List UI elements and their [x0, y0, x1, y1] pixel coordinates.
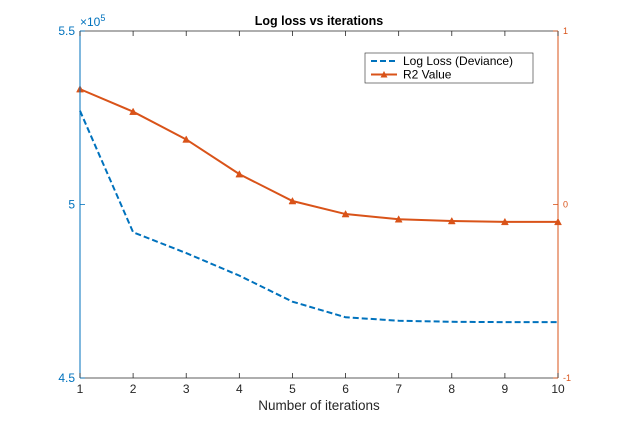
right-tick-label: 1: [563, 26, 568, 36]
x-tick-label: 10: [551, 382, 565, 396]
x-tick-label: 7: [395, 382, 402, 396]
legend-label-log-loss: Log Loss (Deviance): [403, 54, 513, 68]
series-line-0: [79, 110, 558, 324]
x-tick-label: 4: [236, 382, 243, 396]
data-point-marker: [182, 135, 191, 143]
left-axis-exponent: ×105: [80, 13, 105, 29]
data-point-marker: [394, 215, 403, 223]
data-point-marker: [447, 216, 456, 225]
x-tick-label: 2: [130, 382, 137, 396]
x-tick-label: 5: [289, 382, 296, 396]
x-axis-label: Number of iterations: [258, 398, 380, 413]
x-tick-label: 6: [342, 382, 349, 396]
data-point-marker: [129, 107, 138, 115]
data-point-marker: [500, 217, 509, 226]
ticks-layer: 1 2 3 4 5 6 7 8 9 10 4.5 5 5.5 -1 0 1: [58, 24, 571, 396]
legend-box: [364, 52, 534, 84]
x-tick-label: 8: [448, 382, 455, 396]
plot-background: [80, 31, 558, 378]
left-tick-label: 4.5: [58, 371, 75, 385]
data-point-marker: [288, 197, 297, 205]
chart-title: Log loss vs iterations: [255, 14, 384, 28]
data-point-marker: [235, 170, 244, 178]
exponent-base: ×10: [80, 15, 101, 29]
legend-marker-r2: [380, 71, 388, 78]
right-tick-label: 0: [563, 200, 568, 210]
legend-label-r2: R2 Value: [403, 68, 452, 82]
data-point-marker: [341, 210, 350, 218]
series-layer: [76, 85, 562, 324]
exponent-power: 5: [100, 13, 105, 23]
series-line-1: [79, 88, 558, 223]
left-tick-label: 5: [68, 198, 75, 212]
left-tick-label: 5.5: [58, 24, 75, 38]
right-tick-label: -1: [563, 373, 571, 383]
x-tick-label: 3: [183, 382, 190, 396]
x-tick-label: 1: [77, 382, 84, 396]
x-tick-label: 9: [502, 382, 509, 396]
legend: Log Loss (Deviance) R2 Value: [364, 52, 534, 84]
